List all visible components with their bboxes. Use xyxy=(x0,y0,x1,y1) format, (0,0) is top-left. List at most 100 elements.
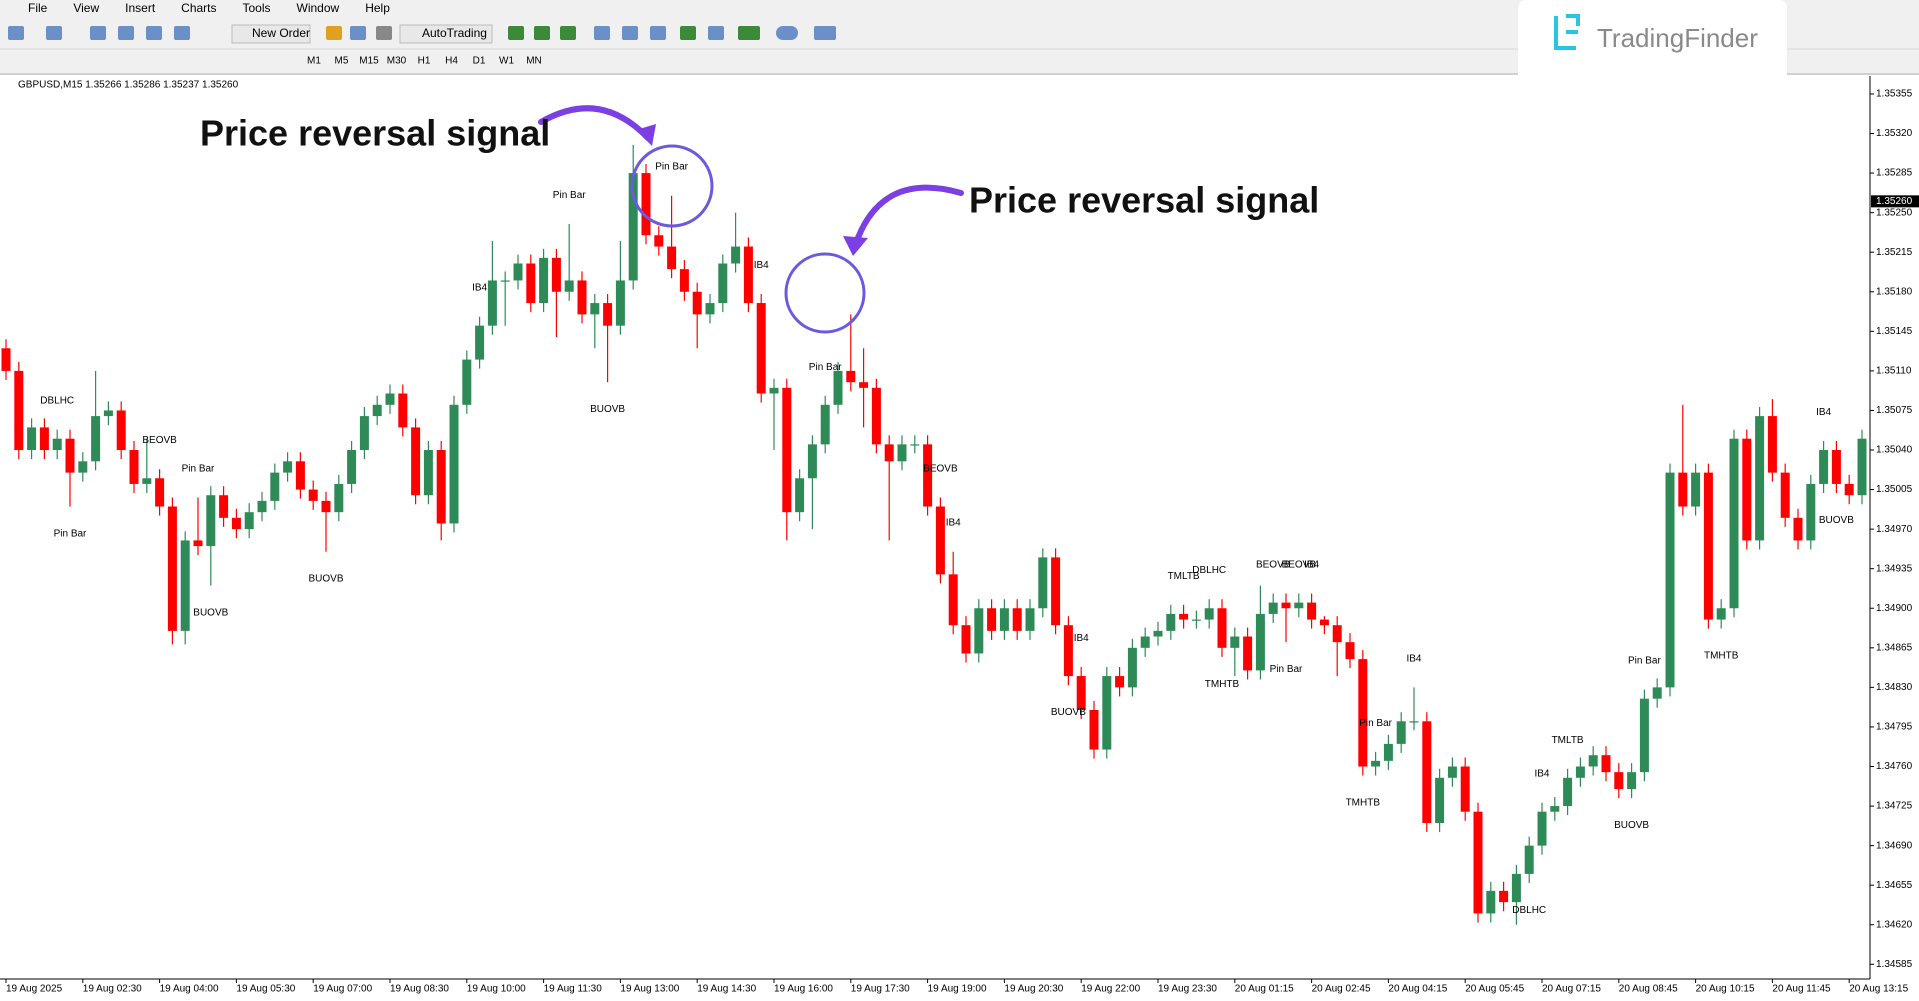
candle-body xyxy=(1346,642,1355,659)
menu-item[interactable]: Charts xyxy=(181,1,216,15)
icon[interactable] xyxy=(174,26,190,40)
icon[interactable] xyxy=(738,26,760,40)
candle-body xyxy=(373,405,382,416)
candle-body xyxy=(1653,687,1662,698)
candle-body xyxy=(1499,891,1508,902)
candle-body xyxy=(898,444,907,461)
icon[interactable] xyxy=(560,26,576,40)
x-tick-label: 19 Aug 11:30 xyxy=(544,984,603,995)
candle-body xyxy=(437,450,446,523)
menu-item[interactable]: Insert xyxy=(125,1,156,15)
candle-body xyxy=(232,518,241,529)
candle-body xyxy=(462,360,471,405)
menu-item[interactable]: Window xyxy=(297,1,340,15)
candle-body xyxy=(245,512,254,529)
menu-item[interactable]: File xyxy=(28,1,48,15)
candle-body xyxy=(846,371,855,382)
icon[interactable] xyxy=(90,26,106,40)
pattern-label: BUOVB xyxy=(590,404,625,415)
candle-body xyxy=(1666,473,1675,688)
candle-body xyxy=(501,280,510,281)
icon[interactable] xyxy=(8,26,24,40)
candle-body xyxy=(130,450,139,484)
timeframe-button[interactable]: M1 xyxy=(307,56,321,67)
candle-body xyxy=(283,461,292,472)
candle-body xyxy=(1294,603,1303,609)
icon[interactable] xyxy=(350,26,366,40)
candle-body xyxy=(91,416,100,461)
timeframe-button[interactable]: MN xyxy=(526,56,542,67)
icon[interactable] xyxy=(650,26,666,40)
pattern-label: BEOVB xyxy=(142,435,177,446)
candle-body xyxy=(667,247,676,270)
x-tick-label: 20 Aug 13:15 xyxy=(1849,984,1908,995)
timeframe-button[interactable]: W1 xyxy=(499,56,514,67)
candle-body xyxy=(1102,676,1111,749)
candle-body xyxy=(1435,778,1444,823)
menu-item[interactable]: Tools xyxy=(243,1,271,15)
candle-body xyxy=(1755,416,1764,540)
candle-body xyxy=(706,303,715,314)
candle-body xyxy=(1051,557,1060,625)
pattern-label: BUOVB xyxy=(308,574,343,585)
y-tick-label: 1.35145 xyxy=(1876,326,1913,337)
candle-body xyxy=(1422,721,1431,823)
candle-body xyxy=(309,490,318,501)
icon[interactable] xyxy=(534,26,550,40)
icon[interactable] xyxy=(622,26,638,40)
candle-body xyxy=(552,258,561,292)
timeframe-button[interactable]: M5 xyxy=(335,56,349,67)
menu-item[interactable]: View xyxy=(73,1,99,15)
candle-body xyxy=(360,416,369,450)
candle-body xyxy=(808,444,817,478)
candle-body xyxy=(744,247,753,304)
candle-body xyxy=(1794,518,1803,541)
pattern-label: Pin Bar xyxy=(1359,718,1392,729)
candle-body xyxy=(475,326,484,360)
pattern-label: DBLHC xyxy=(1512,905,1546,916)
x-tick-label: 19 Aug 13:00 xyxy=(620,984,679,995)
icon[interactable] xyxy=(146,26,162,40)
icon[interactable] xyxy=(46,26,62,40)
candle-body xyxy=(974,608,983,653)
candle-body xyxy=(411,427,420,495)
icon[interactable] xyxy=(594,26,610,40)
candle-body xyxy=(1115,676,1124,687)
icon[interactable] xyxy=(326,26,342,40)
annotation: Price reversal signal xyxy=(200,113,550,154)
pattern-label: DBLHC xyxy=(1192,565,1226,576)
timeframe-button[interactable]: H1 xyxy=(418,56,431,67)
x-tick-label: 20 Aug 10:15 xyxy=(1696,984,1755,995)
timeframe-button[interactable]: M15 xyxy=(359,56,379,67)
icon[interactable] xyxy=(708,26,724,40)
y-tick-label: 1.35180 xyxy=(1876,286,1913,297)
icon[interactable] xyxy=(508,26,524,40)
pattern-label: TMHTB xyxy=(1205,679,1240,690)
menu-item[interactable]: Help xyxy=(365,1,390,15)
candle-body xyxy=(334,484,343,512)
candle-body xyxy=(104,410,113,416)
candle-body xyxy=(194,540,203,546)
x-tick-label: 20 Aug 05:45 xyxy=(1465,984,1524,995)
pattern-label: BUOVB xyxy=(1819,515,1854,526)
timeframe-button[interactable]: D1 xyxy=(473,56,486,67)
x-tick-label: 19 Aug 17:30 xyxy=(851,984,910,995)
y-tick-label: 1.34935 xyxy=(1876,563,1913,574)
candle-body xyxy=(539,258,548,303)
x-tick-label: 20 Aug 11:45 xyxy=(1772,984,1831,995)
timeframe-button[interactable]: M30 xyxy=(387,56,407,67)
icon[interactable] xyxy=(680,26,696,40)
candle-body xyxy=(936,507,945,575)
icon[interactable] xyxy=(776,26,798,40)
candle-body xyxy=(1678,473,1687,507)
candle-body xyxy=(1000,608,1009,631)
icon[interactable] xyxy=(814,26,836,40)
candle-body xyxy=(514,264,523,281)
pattern-label: Pin Bar xyxy=(809,362,842,373)
candle-body xyxy=(1154,631,1163,637)
icon[interactable] xyxy=(118,26,134,40)
timeframe-button[interactable]: H4 xyxy=(445,56,458,67)
icon[interactable] xyxy=(376,26,392,40)
candle-body xyxy=(1717,608,1726,619)
